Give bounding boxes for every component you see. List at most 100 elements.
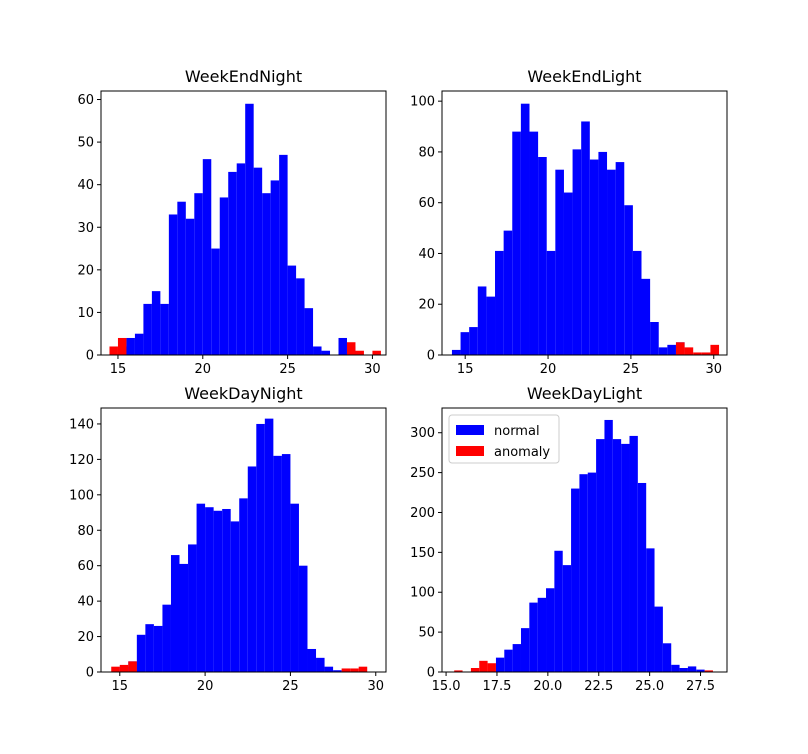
subplot-weekdaylight: 15.0 17.5 20.0 22.5 25.0 27.5 0 50 100 150 200 250 3… (410, 384, 728, 694)
bar-normal (162, 604, 171, 672)
bar-normal (264, 418, 274, 672)
bar-anomaly (346, 342, 356, 355)
bar-anomaly (684, 347, 694, 355)
bar-normal (219, 197, 229, 355)
bar-normal (587, 472, 597, 672)
bar-normal (529, 131, 539, 355)
series-anomaly (109, 337, 381, 355)
bar-normal (168, 214, 178, 355)
subplot-title: WeekDayLight (527, 384, 642, 403)
y-tick-label: 80 (418, 145, 435, 160)
bar-normal (307, 648, 317, 672)
bar-normal (145, 624, 154, 672)
y-tick-label: 50 (77, 136, 94, 151)
x-tick-label: 15 (457, 362, 474, 377)
bar-normal (495, 250, 504, 355)
x-tick-label: 30 (705, 362, 722, 377)
bar-normal (629, 435, 638, 672)
bar-normal (579, 474, 588, 672)
axes-frame (100, 407, 387, 673)
bar-anomaly (701, 352, 711, 355)
bar-normal (503, 230, 513, 355)
x-tick-label: 27.5 (686, 679, 715, 694)
bar-normal (667, 344, 676, 355)
y-tick-label: 250 (410, 466, 435, 481)
bar-normal (324, 666, 334, 672)
bar-normal (262, 193, 271, 355)
subplot-weekdaynight: 15 20 25 30 0 20 40 60 80 100 120 140 WeekDayNight (69, 384, 387, 694)
bar-anomaly (117, 337, 127, 355)
bar-normal (213, 510, 223, 672)
bar-normal (194, 193, 203, 355)
y-tick-label: 100 (69, 488, 94, 503)
bar-normal (637, 482, 647, 672)
bar-normal (654, 606, 663, 672)
series-anomaly (675, 342, 720, 355)
bar-normal (696, 669, 705, 672)
legend-label-anomaly: anomaly (494, 445, 550, 460)
series-normal (451, 103, 685, 356)
series-normal (119, 418, 342, 672)
axes-frame (100, 90, 387, 356)
bar-anomaly (109, 346, 118, 355)
y-tick-label: 0 (86, 349, 94, 364)
bar-anomaly (710, 344, 720, 355)
bar-anomaly (479, 660, 488, 672)
x-tick-label: 25 (279, 362, 296, 377)
bar-normal (296, 278, 305, 355)
bar-normal (281, 454, 291, 672)
bar-normal (460, 332, 470, 355)
bar-normal (126, 337, 135, 355)
bar-normal (316, 657, 325, 672)
bar-normal (546, 250, 556, 355)
bar-normal (537, 597, 547, 672)
bar-anomaly (704, 670, 713, 672)
bar-anomaly (358, 666, 368, 672)
bar-normal (279, 154, 288, 355)
bar-normal (304, 308, 314, 355)
bar-normal (546, 588, 555, 672)
bar-normal (589, 159, 599, 355)
axes-frame (441, 90, 728, 356)
bar-normal (520, 103, 530, 355)
y-tick-label: 120 (69, 453, 94, 468)
y-tick-label: 60 (77, 559, 94, 574)
bar-anomaly (350, 668, 359, 672)
x-tick-label: 20 (197, 679, 214, 694)
y-tick-label: 20 (418, 298, 435, 313)
bar-normal (641, 278, 651, 355)
bar-normal (632, 250, 642, 355)
bar-normal (253, 167, 263, 355)
bar-normal (298, 565, 308, 672)
x-tick-label: 30 (364, 362, 381, 377)
legend-swatch-normal (456, 425, 484, 435)
x-tick-label: 15 (111, 679, 128, 694)
bar-normal (185, 218, 195, 355)
bar-normal (170, 555, 180, 672)
x-tick-label: 20 (540, 362, 557, 377)
bar-anomaly (487, 663, 496, 672)
bar-normal (287, 265, 297, 355)
bar-normal (245, 103, 254, 356)
bar-normal (211, 248, 220, 355)
bar-normal (555, 169, 564, 355)
bar-normal (612, 439, 622, 672)
bar-normal (477, 286, 487, 355)
bar-normal (658, 347, 668, 355)
bar-anomaly (119, 664, 129, 672)
legend: normal anomaly (448, 414, 560, 464)
bar-normal (598, 151, 608, 355)
y-tick-label: 10 (77, 306, 94, 321)
bar-normal (662, 643, 672, 672)
subplot-weekendnight: 15 20 25 30 0 10 20 30 40 50 60 WeekEndNight (77, 67, 387, 377)
bar-normal (607, 169, 616, 355)
y-tick-label: 0 (427, 349, 435, 364)
series-anomaly (111, 661, 368, 672)
bar-normal (134, 333, 144, 355)
x-tick-label: 20.0 (533, 679, 562, 694)
bar-anomaly (693, 352, 702, 355)
bar-normal (177, 201, 186, 355)
bar-normal (679, 668, 688, 672)
bar-normal (230, 521, 240, 672)
